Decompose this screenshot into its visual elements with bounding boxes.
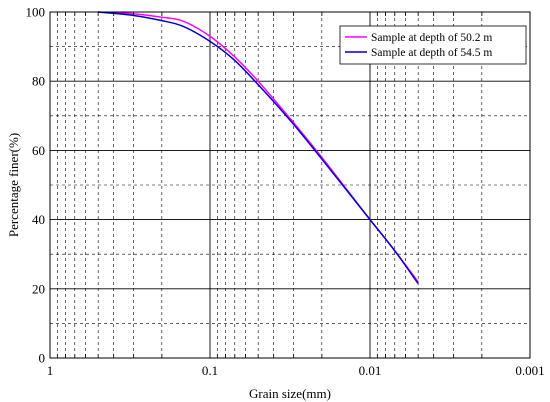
legend-box: [339, 25, 527, 65]
y-tick-label: 40: [32, 212, 45, 227]
x-tick-labels: 1 0.1 0.01 0.001: [47, 363, 545, 378]
x-tick-label: 0.001: [515, 363, 544, 378]
x-tick-label: 0.01: [359, 363, 382, 378]
series-line-2: [98, 11, 419, 285]
legend-label: Sample at depth of 54.5 m: [371, 47, 492, 59]
x-tick-label: 0.1: [202, 363, 218, 378]
major-grid: [50, 12, 530, 358]
plot-frame: [49, 11, 531, 359]
y-tick-label: 60: [32, 143, 45, 158]
y-tick-label: 80: [32, 74, 45, 89]
x-axis-label: Grain size(mm): [249, 386, 331, 401]
minor-grid: [50, 12, 530, 358]
legend: Sample at depth of 50.2 m Sample at depth…: [339, 25, 527, 65]
y-tick-label: 0: [39, 351, 46, 366]
legend-label: Sample at depth of 50.2 m: [371, 32, 492, 44]
y-tick-labels: 0 20 40 60 80 100: [26, 5, 46, 366]
y-tick-label: 100: [26, 5, 46, 20]
y-axis-label: Percentage finer(%): [6, 133, 21, 237]
y-tick-label: 20: [32, 281, 45, 296]
x-tick-label: 1: [47, 363, 54, 378]
ticks: [56, 12, 483, 358]
series-layer: [98, 11, 419, 285]
